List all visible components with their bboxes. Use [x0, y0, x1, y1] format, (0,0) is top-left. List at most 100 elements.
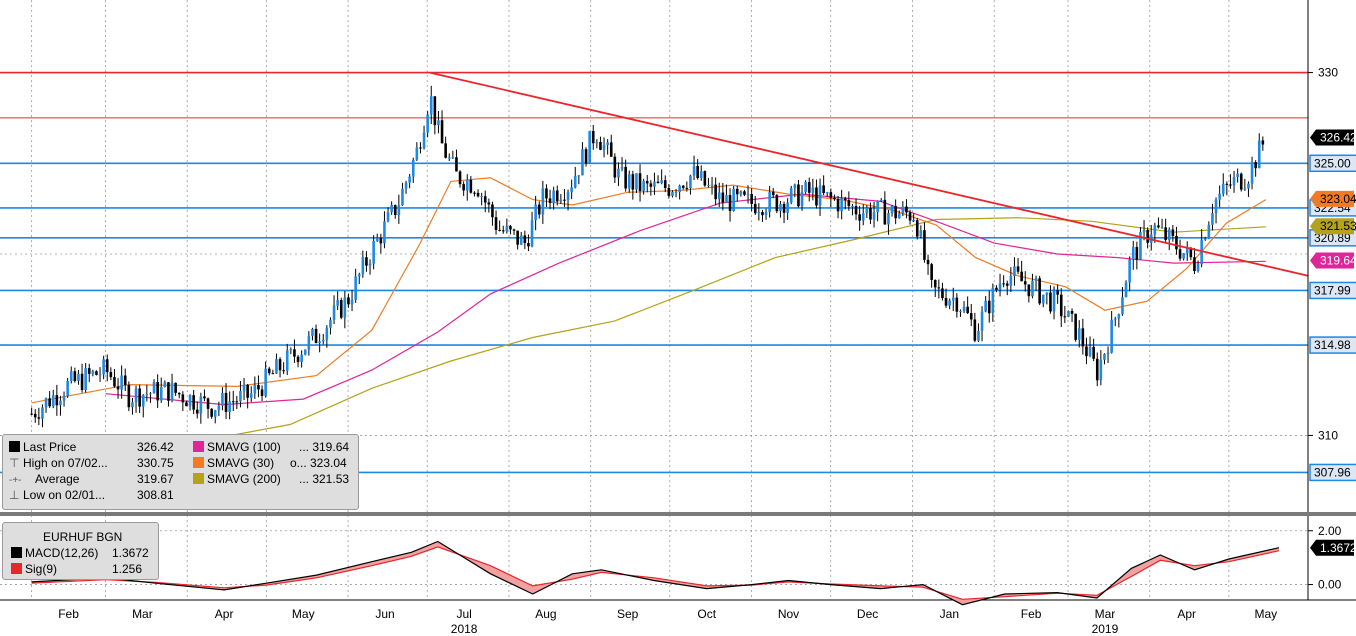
candle-body	[1225, 183, 1229, 185]
candle-body	[861, 213, 865, 221]
candle-body	[336, 300, 339, 306]
candle-body	[44, 398, 48, 408]
candle-body	[390, 205, 393, 213]
value-tag-label: 326.42	[1320, 131, 1356, 145]
candle-body	[505, 226, 509, 232]
candle-body	[469, 179, 473, 193]
year-label: 2019	[1092, 622, 1119, 636]
candle-body	[109, 372, 113, 378]
candle-body	[516, 230, 519, 245]
legend-label: Low on 02/01...	[23, 488, 106, 502]
candle-body	[987, 300, 991, 314]
candle-body	[933, 279, 937, 288]
value-tag-label: 323.04	[1320, 192, 1356, 206]
level-tag	[1309, 281, 1356, 300]
candle-body	[393, 205, 397, 215]
candle-body	[642, 181, 645, 191]
candle-body	[681, 185, 685, 188]
candle-body	[80, 373, 84, 391]
legend-swatch	[11, 547, 22, 558]
candle-body	[404, 182, 408, 189]
candle-body	[195, 409, 199, 414]
candle-body	[152, 382, 156, 394]
candle-body	[163, 382, 167, 388]
candle-body	[408, 176, 411, 183]
candle-body	[55, 395, 59, 406]
month-tick-label: May	[292, 607, 315, 621]
candle-body	[800, 191, 804, 207]
candle-body	[923, 230, 926, 260]
candle-body	[1142, 229, 1146, 233]
value-tag	[1310, 218, 1354, 235]
candle-body	[1135, 246, 1139, 260]
candle-body	[239, 390, 242, 402]
candle-body	[768, 191, 771, 212]
candle-body	[897, 213, 901, 219]
y-tick-label: 310	[1318, 428, 1338, 442]
candle-body	[674, 191, 678, 193]
candle-body	[602, 145, 606, 150]
candle-body	[167, 382, 170, 401]
candle-body	[1211, 213, 1214, 225]
candle-body	[293, 349, 296, 357]
candle-body	[1031, 280, 1034, 297]
month-tick-label: May	[1254, 607, 1277, 621]
candle-body	[692, 165, 696, 176]
candle-body	[325, 327, 329, 340]
candle-body	[818, 185, 822, 206]
candle-body	[944, 298, 948, 306]
candle-body	[455, 157, 458, 172]
level-tag	[1309, 154, 1356, 173]
candle-body	[548, 198, 552, 203]
candle-body	[696, 165, 699, 179]
macd-value-tag	[1310, 539, 1354, 556]
candle-body	[1232, 176, 1236, 186]
y-tick-label: 330	[1318, 66, 1338, 80]
candle-body	[1092, 346, 1095, 359]
candle-body	[995, 287, 998, 290]
legend-value: 319.67	[137, 472, 174, 486]
candle-body	[131, 402, 134, 408]
candle-body	[498, 229, 501, 231]
candle-body	[948, 300, 951, 306]
candle-body	[1034, 278, 1038, 281]
candle-body	[1185, 247, 1189, 254]
legend-swatch	[193, 473, 204, 484]
candle-body	[1113, 318, 1117, 320]
month-tick-label: Mar	[1095, 607, 1116, 621]
trendline	[429, 71, 1309, 277]
legend-value: 330.75	[137, 456, 174, 470]
legend-value: 308.81	[137, 488, 174, 502]
candle-body	[797, 184, 800, 207]
sma-30-line	[31, 177, 1267, 404]
candle-body	[771, 191, 775, 196]
candle-body	[1005, 283, 1009, 286]
candle-body	[95, 371, 98, 375]
candle-body	[523, 235, 527, 244]
candle-body	[501, 230, 505, 232]
candle-body	[375, 237, 379, 241]
candle-body	[969, 313, 973, 320]
candle-body	[1110, 319, 1113, 353]
candle-body	[329, 319, 332, 328]
candle-body	[379, 237, 383, 244]
value-tag-label: 319.64	[1320, 254, 1356, 268]
candle-body	[1254, 162, 1257, 169]
candle-body	[843, 198, 847, 201]
candle-body	[138, 388, 141, 407]
candle-body	[289, 349, 293, 351]
signal-line	[31, 546, 1280, 600]
candle-body	[764, 211, 768, 216]
candle-body	[257, 385, 260, 390]
candle-body	[480, 196, 483, 198]
candle-body	[714, 184, 717, 200]
candle-body	[134, 388, 138, 403]
candle-body	[156, 382, 159, 401]
candle-body	[584, 149, 588, 164]
candle-body	[678, 185, 681, 192]
candle-body	[721, 192, 725, 203]
candle-body	[1041, 294, 1045, 304]
candle-body	[887, 213, 890, 225]
candle-body	[930, 264, 933, 280]
candle-body	[354, 276, 357, 300]
